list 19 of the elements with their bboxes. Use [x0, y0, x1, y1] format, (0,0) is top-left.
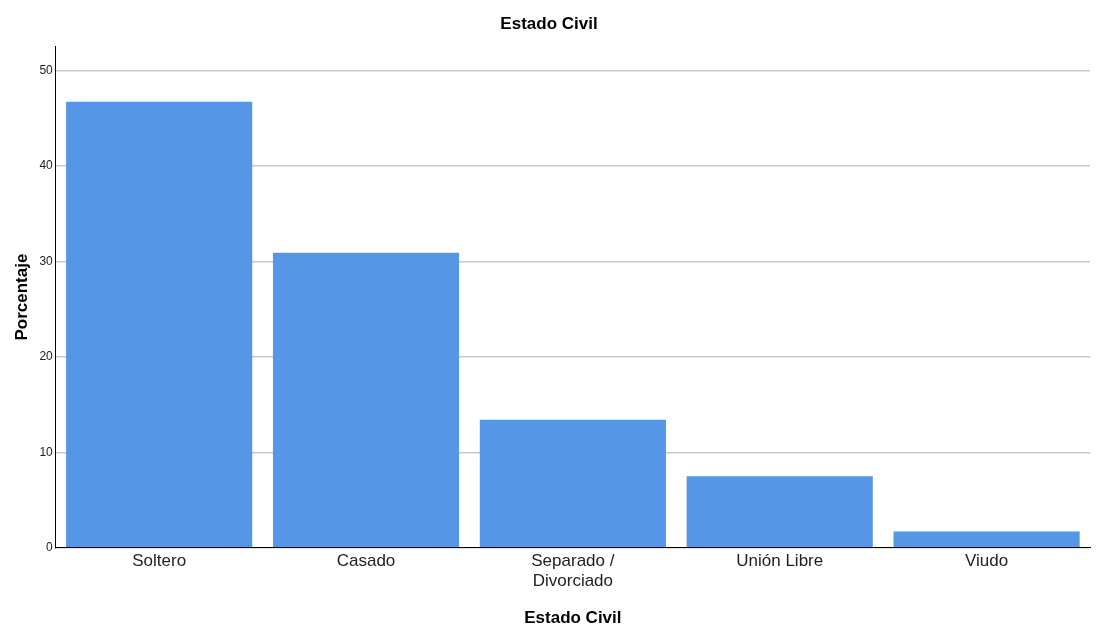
- bar: [479, 419, 666, 548]
- y-tick-label: 40: [39, 158, 54, 173]
- x-tick-label: Unión Libre: [736, 550, 824, 570]
- y-tick-label: 30: [39, 253, 54, 268]
- x-tick-label: Separado / Divorciado: [531, 550, 615, 591]
- bar: [66, 101, 253, 548]
- bar: [686, 476, 873, 548]
- x-tick-label: Casado: [336, 550, 396, 570]
- bar: [272, 252, 460, 548]
- x-tick-label: Viudo: [964, 550, 1009, 570]
- y-tick-label: 0: [46, 540, 54, 555]
- bar: [893, 531, 1080, 548]
- chart-title: Estado Civil: [500, 13, 598, 33]
- x-axis-title: Estado Civil: [524, 608, 622, 628]
- x-tick-label: Soltero: [132, 550, 187, 570]
- y-tick-label: 10: [39, 444, 54, 459]
- y-tick-label: 20: [39, 349, 54, 364]
- y-tick-label: 50: [39, 62, 54, 77]
- y-axis-title: Porcentaje: [11, 253, 31, 341]
